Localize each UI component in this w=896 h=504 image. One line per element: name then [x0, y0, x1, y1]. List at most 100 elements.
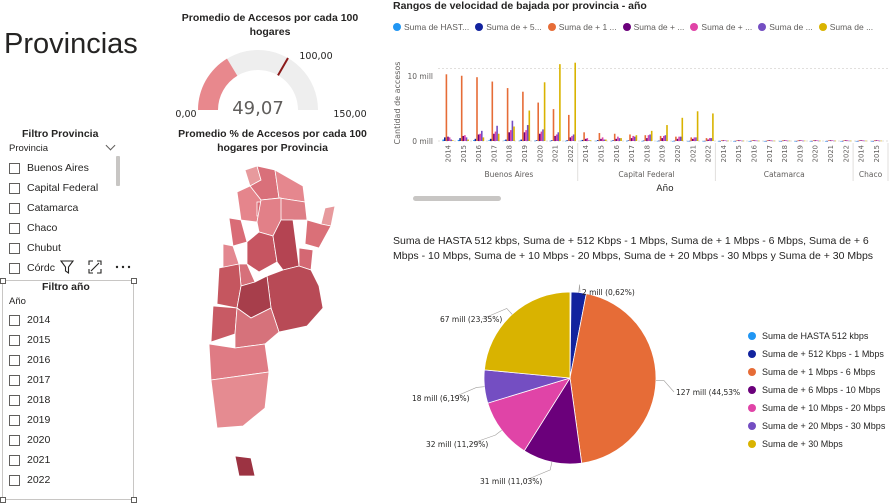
bar-mark — [721, 140, 723, 141]
pie-legend-item[interactable]: Suma de + 512 Kbps - 1 Mbps — [748, 345, 885, 363]
resize-handle[interactable] — [131, 497, 137, 503]
year-item[interactable]: 2016 — [9, 350, 119, 370]
checkbox[interactable] — [9, 374, 20, 386]
bar-mark — [739, 140, 742, 141]
bar-mark — [858, 140, 861, 141]
x-tick-label: 2021 — [689, 145, 697, 162]
year-item[interactable]: 2017 — [9, 370, 119, 390]
horizontal-scrollbar[interactable] — [413, 196, 501, 201]
provincia-filter-scrollbar[interactable] — [116, 156, 120, 186]
provincia-item[interactable]: Catamarca — [9, 198, 119, 218]
checkbox[interactable] — [9, 394, 20, 406]
resize-handle[interactable] — [0, 497, 6, 503]
bar-mark — [525, 130, 527, 141]
provincia-item[interactable]: Capital Federal — [9, 178, 119, 198]
checkbox[interactable] — [9, 334, 20, 346]
pie-legend-item[interactable]: Suma de + 6 Mbps - 10 Mbps — [748, 381, 885, 399]
legend-item[interactable]: Suma de + ... — [690, 22, 752, 32]
year-filter-box[interactable] — [2, 280, 134, 500]
pie-legend-item[interactable]: Suma de + 30 Mbps — [748, 435, 885, 453]
checkbox[interactable] — [9, 222, 20, 234]
bar-mark — [540, 131, 543, 141]
legend-item[interactable]: Suma de ... — [818, 22, 873, 32]
year-item[interactable]: 2014 — [9, 310, 119, 330]
bar-mark — [644, 135, 647, 141]
legend-item[interactable]: Suma de + 5... — [475, 22, 542, 32]
bar-mark — [457, 139, 460, 141]
legend-item[interactable]: Suma de + 1 ... — [547, 22, 617, 32]
pie-chart[interactable]: 2 mill (0,62%) 127 mill (44,53%) 31 mill… — [400, 280, 740, 500]
checkbox[interactable] — [9, 202, 20, 214]
pie-legend-item[interactable]: Suma de HASTA 512 kbps — [748, 327, 885, 345]
bar-mark — [605, 139, 607, 141]
year-item[interactable]: 2019 — [9, 410, 119, 430]
pie-chart-title: Suma de HASTA 512 kbps, Suma de + 512 Kb… — [393, 235, 874, 262]
x-tick-label: 2021 — [552, 145, 560, 162]
resize-handle[interactable] — [131, 278, 137, 284]
bar-mark — [650, 130, 653, 141]
bar-mark — [618, 138, 621, 141]
bar-mark — [693, 137, 696, 141]
checkbox[interactable] — [9, 474, 20, 486]
checkbox[interactable] — [9, 434, 20, 446]
filter-icon[interactable] — [59, 259, 75, 275]
bar-mark — [586, 138, 589, 141]
bar-mark — [462, 135, 465, 141]
bar-mark — [705, 138, 708, 141]
provincia-item[interactable]: Buenos Aires — [9, 158, 119, 178]
provincia-item[interactable]: Chubut — [9, 238, 119, 258]
bar-chart[interactable]: Cantidad de accesos 10 mill 0 mill 2014 2… — [390, 40, 890, 202]
provincia-item[interactable]: Chaco — [9, 218, 119, 238]
bar-mark — [794, 140, 796, 142]
more-options-icon[interactable] — [115, 264, 131, 270]
bar-mark — [771, 140, 774, 142]
bar-mark — [444, 137, 446, 141]
checkbox[interactable] — [9, 314, 20, 326]
pie-legend-item[interactable]: Suma de + 1 Mbps - 6 Mbps — [748, 363, 885, 381]
bar-mark — [688, 140, 691, 142]
bar-mark — [659, 135, 662, 141]
chevron-down-icon[interactable] — [105, 140, 116, 151]
x-tick-label: 2015 — [873, 145, 881, 162]
argentina-map[interactable] — [195, 158, 355, 488]
bar-mark — [448, 137, 451, 141]
legend-dot — [690, 23, 699, 31]
checkbox[interactable] — [9, 262, 20, 274]
legend-dot — [818, 23, 827, 31]
bar-mark — [452, 140, 454, 141]
year-item[interactable]: 2015 — [9, 330, 119, 350]
bar-y-axis-label: Cantidad de accesos — [393, 62, 402, 145]
focus-mode-icon[interactable] — [87, 259, 103, 275]
bar-mark — [843, 140, 845, 141]
legend-item[interactable]: Suma de HAST... — [393, 22, 469, 32]
gauge-chart[interactable]: 49,07 0,00 150,00 100,00 — [170, 44, 370, 124]
legend-item[interactable]: Suma de + ... — [622, 22, 684, 32]
resize-handle[interactable] — [0, 278, 6, 284]
year-item[interactable]: 2020 — [9, 430, 119, 450]
bar-mark — [727, 140, 729, 142]
pie-leader-line — [451, 386, 485, 399]
x-tick-label: 2014 — [582, 145, 590, 162]
provincia-item[interactable]: Córdc — [9, 258, 119, 278]
bar-mark — [496, 125, 498, 141]
bar-mark — [872, 140, 874, 142]
checkbox[interactable] — [9, 454, 20, 466]
province-rio-negro — [234, 307, 280, 349]
bar-mark — [880, 140, 882, 142]
checkbox[interactable] — [9, 162, 20, 174]
province-santa-cruz — [210, 371, 270, 429]
pie-legend-item[interactable]: Suma de + 10 Mbps - 20 Mbps — [748, 399, 885, 417]
year-item[interactable]: 2018 — [9, 390, 119, 410]
bar-mark — [642, 140, 645, 142]
year-item[interactable]: 2021 — [9, 450, 119, 470]
checkbox[interactable] — [9, 242, 20, 254]
bar-mark — [829, 140, 832, 141]
checkbox[interactable] — [9, 182, 20, 194]
checkbox[interactable] — [9, 354, 20, 366]
x-group-label: Chaco — [859, 170, 883, 179]
year-item[interactable]: 2022 — [9, 470, 119, 490]
pie-legend-item[interactable]: Suma de + 20 Mbps - 30 Mbps — [748, 417, 885, 435]
checkbox[interactable] — [9, 414, 20, 426]
gauge-target-marker — [277, 57, 289, 76]
legend-item[interactable]: Suma de ... — [758, 22, 813, 32]
